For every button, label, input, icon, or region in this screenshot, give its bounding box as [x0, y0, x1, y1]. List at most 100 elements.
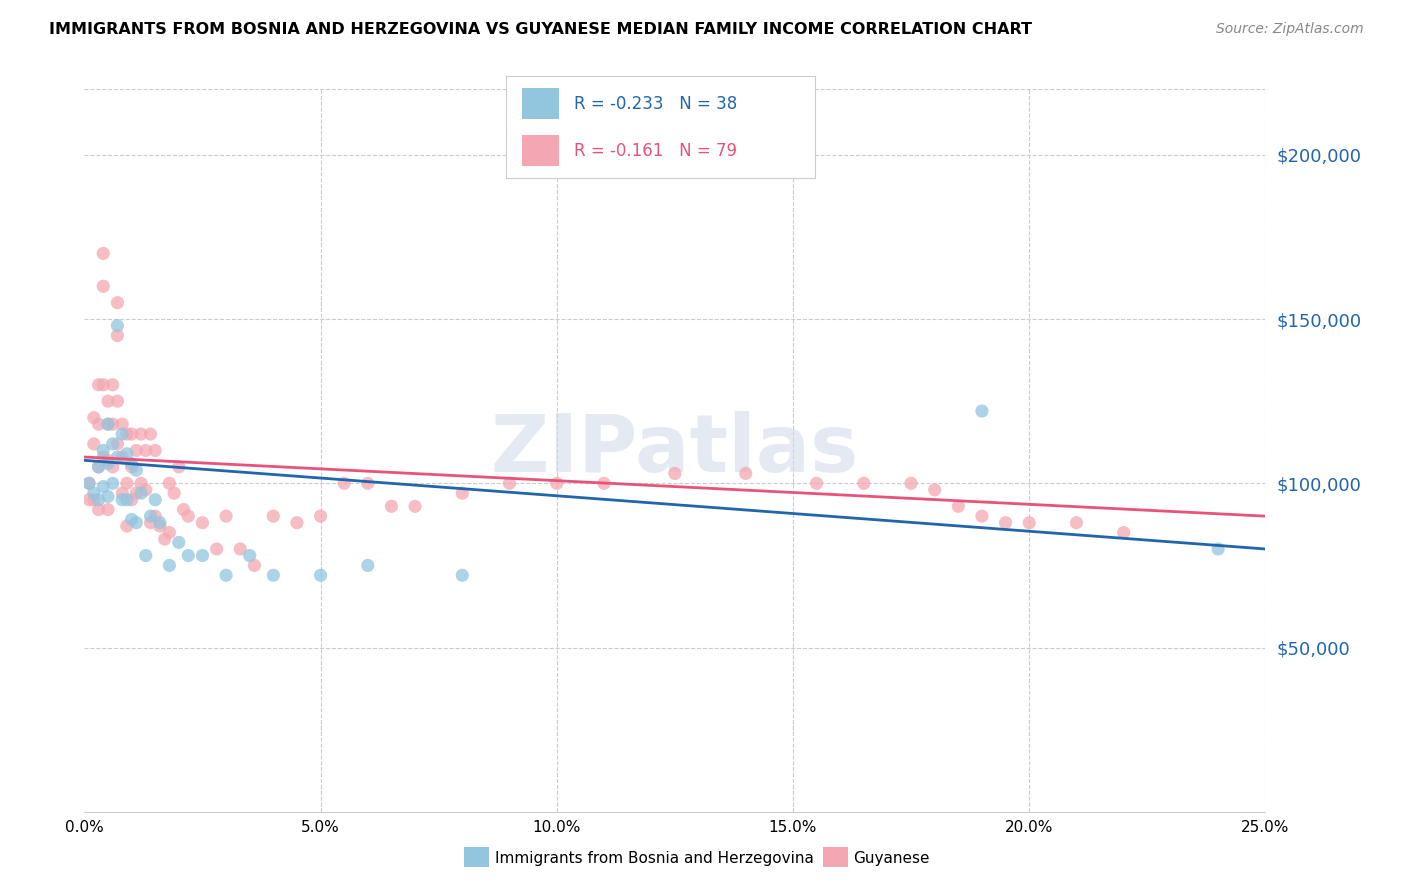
Point [101, 476, 124, 491]
Point [121, 457, 143, 471]
Text: ZIPatlas: ZIPatlas [491, 411, 859, 490]
Point [101, 437, 124, 451]
Point [852, 476, 875, 491]
Point [149, 516, 172, 530]
Point [91, 443, 114, 458]
Point [924, 483, 946, 497]
Point [87, 417, 110, 432]
Bar [522, 136, 558, 166]
Point [129, 486, 152, 500]
Point [357, 558, 380, 573]
Point [451, 568, 474, 582]
Point [87, 459, 110, 474]
Point [115, 476, 138, 491]
Text: R = -0.161   N = 79: R = -0.161 N = 79 [574, 142, 737, 160]
Point [83, 437, 105, 451]
Point [262, 568, 284, 582]
Text: Immigrants from Bosnia and Herzegovina: Immigrants from Bosnia and Herzegovina [495, 851, 814, 865]
Point [101, 417, 124, 432]
Point [546, 476, 568, 491]
Point [451, 486, 474, 500]
Point [111, 427, 134, 442]
Point [285, 516, 308, 530]
Point [97, 502, 120, 516]
Point [1206, 541, 1229, 556]
Point [77, 476, 100, 491]
Point [664, 467, 686, 481]
Point [91, 377, 114, 392]
Point [970, 509, 993, 524]
Point [97, 453, 120, 467]
Point [129, 476, 152, 491]
Point [229, 541, 252, 556]
Point [177, 549, 200, 563]
Point [121, 492, 143, 507]
Point [115, 492, 138, 507]
Point [357, 476, 380, 491]
Point [149, 519, 172, 533]
Point [806, 476, 828, 491]
Point [157, 558, 180, 573]
Point [107, 328, 129, 343]
Point [157, 476, 180, 491]
Point [948, 500, 970, 514]
Point [87, 502, 110, 516]
Point [333, 476, 356, 491]
Point [139, 427, 162, 442]
Point [167, 535, 190, 549]
Point [734, 467, 756, 481]
Point [380, 500, 402, 514]
Point [107, 318, 129, 333]
Point [1066, 516, 1088, 530]
Point [115, 427, 138, 442]
Point [143, 443, 166, 458]
Point [900, 476, 922, 491]
Point [1112, 525, 1135, 540]
Point [121, 427, 143, 442]
Point [163, 486, 186, 500]
Point [91, 246, 114, 260]
Point [77, 492, 100, 507]
Point [107, 394, 129, 409]
Point [97, 417, 120, 432]
Point [143, 509, 166, 524]
Point [121, 459, 143, 474]
Point [135, 443, 157, 458]
Point [125, 486, 148, 500]
Point [215, 568, 238, 582]
Point [173, 502, 195, 516]
Point [125, 516, 148, 530]
Point [593, 476, 616, 491]
Text: R = -0.233   N = 38: R = -0.233 N = 38 [574, 95, 738, 112]
Point [135, 549, 157, 563]
Point [91, 279, 114, 293]
Point [87, 459, 110, 474]
Point [125, 443, 148, 458]
Point [157, 525, 180, 540]
Point [101, 377, 124, 392]
Point [309, 568, 332, 582]
Point [177, 509, 200, 524]
Point [205, 541, 228, 556]
Point [125, 463, 148, 477]
Point [87, 377, 110, 392]
Point [215, 509, 238, 524]
Point [121, 512, 143, 526]
Point [91, 480, 114, 494]
Text: Source: ZipAtlas.com: Source: ZipAtlas.com [1216, 22, 1364, 37]
Point [498, 476, 520, 491]
Point [115, 519, 138, 533]
Point [191, 549, 214, 563]
Point [107, 450, 129, 464]
Point [107, 295, 129, 310]
Point [111, 492, 134, 507]
Point [111, 486, 134, 500]
Point [309, 509, 332, 524]
Text: IMMIGRANTS FROM BOSNIA AND HERZEGOVINA VS GUYANESE MEDIAN FAMILY INCOME CORRELAT: IMMIGRANTS FROM BOSNIA AND HERZEGOVINA V… [49, 22, 1032, 37]
Point [83, 410, 105, 425]
Point [97, 457, 120, 471]
Point [143, 492, 166, 507]
Point [239, 549, 262, 563]
Point [77, 476, 100, 491]
Point [87, 492, 110, 507]
